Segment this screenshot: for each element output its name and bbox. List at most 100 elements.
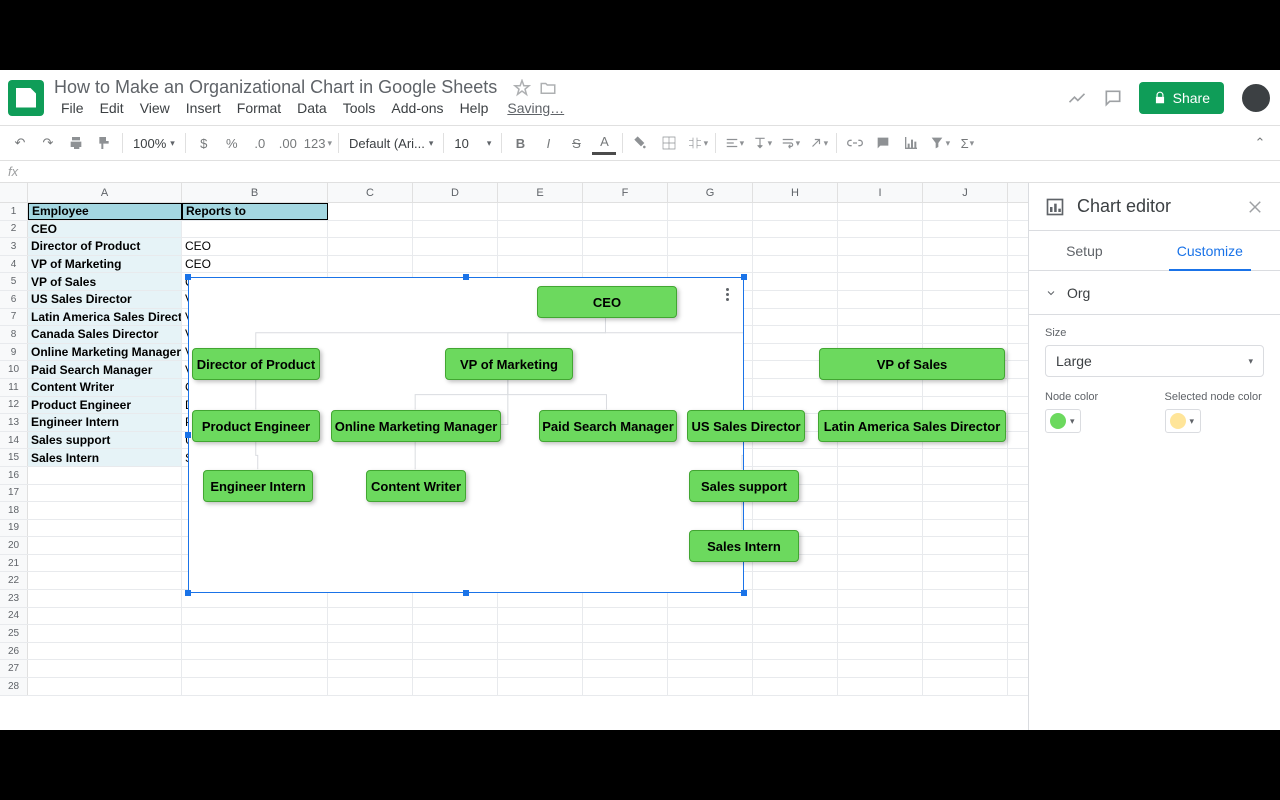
- cell[interactable]: [413, 608, 498, 625]
- cell[interactable]: [923, 537, 1008, 554]
- row-header[interactable]: 20: [0, 537, 28, 554]
- merge-button[interactable]: ▾: [685, 131, 709, 155]
- cell[interactable]: [753, 238, 838, 255]
- cell[interactable]: [923, 326, 1008, 343]
- undo-button[interactable]: ↶: [8, 131, 32, 155]
- org-node[interactable]: Sales support: [689, 470, 799, 502]
- cell[interactable]: [328, 660, 413, 677]
- row-header[interactable]: 11: [0, 379, 28, 396]
- row-header[interactable]: 17: [0, 485, 28, 502]
- cell[interactable]: [753, 660, 838, 677]
- cell[interactable]: VP of Sales: [28, 273, 182, 290]
- cell[interactable]: [328, 203, 413, 220]
- cell[interactable]: [413, 625, 498, 642]
- cell[interactable]: Latin America Sales Director: [28, 309, 182, 326]
- cell[interactable]: [838, 238, 923, 255]
- cell[interactable]: [28, 660, 182, 677]
- cell[interactable]: [328, 238, 413, 255]
- row-header[interactable]: 9: [0, 344, 28, 361]
- cell[interactable]: [28, 520, 182, 537]
- decrease-decimal-button[interactable]: .0: [248, 131, 272, 155]
- link-button[interactable]: [843, 131, 867, 155]
- cell[interactable]: [498, 203, 583, 220]
- cell[interactable]: [28, 590, 182, 607]
- org-node[interactable]: CEO: [537, 286, 677, 318]
- cell[interactable]: [923, 256, 1008, 273]
- cell[interactable]: [923, 608, 1008, 625]
- org-node[interactable]: Paid Search Manager: [539, 410, 677, 442]
- move-folder-icon[interactable]: [539, 79, 557, 97]
- cell[interactable]: [753, 608, 838, 625]
- cell[interactable]: [838, 291, 923, 308]
- size-select[interactable]: Large ▾: [1045, 345, 1264, 377]
- row-header[interactable]: 4: [0, 256, 28, 273]
- cell[interactable]: [838, 590, 923, 607]
- cell[interactable]: Engineer Intern: [28, 414, 182, 431]
- filter-button[interactable]: ▾: [927, 131, 951, 155]
- cell[interactable]: [583, 256, 668, 273]
- cell[interactable]: [838, 273, 923, 290]
- row-header[interactable]: 28: [0, 678, 28, 695]
- cell[interactable]: [753, 449, 838, 466]
- cell[interactable]: [838, 309, 923, 326]
- cell[interactable]: [753, 273, 838, 290]
- cell[interactable]: [838, 537, 923, 554]
- cell[interactable]: Director of Product: [28, 238, 182, 255]
- cell[interactable]: [413, 643, 498, 660]
- bold-button[interactable]: B: [508, 131, 532, 155]
- org-node[interactable]: Engineer Intern: [203, 470, 313, 502]
- row-header[interactable]: 27: [0, 660, 28, 677]
- row-header[interactable]: 8: [0, 326, 28, 343]
- row-header[interactable]: 1: [0, 203, 28, 220]
- cell[interactable]: [328, 678, 413, 695]
- cell[interactable]: Canada Sales Director: [28, 326, 182, 343]
- cell[interactable]: [838, 467, 923, 484]
- row-header[interactable]: 25: [0, 625, 28, 642]
- row-header[interactable]: 21: [0, 555, 28, 572]
- cell[interactable]: [413, 203, 498, 220]
- row-header[interactable]: 15: [0, 449, 28, 466]
- cell[interactable]: [923, 625, 1008, 642]
- menu-format[interactable]: Format: [230, 98, 288, 118]
- cell[interactable]: [753, 221, 838, 238]
- cell[interactable]: [413, 660, 498, 677]
- org-node[interactable]: US Sales Director: [687, 410, 805, 442]
- user-avatar[interactable]: [1240, 82, 1272, 114]
- row-header[interactable]: 12: [0, 397, 28, 414]
- cell[interactable]: [838, 256, 923, 273]
- row-header[interactable]: 7: [0, 309, 28, 326]
- cell[interactable]: [838, 625, 923, 642]
- org-node[interactable]: VP of Marketing: [445, 348, 573, 380]
- italic-button[interactable]: I: [536, 131, 560, 155]
- column-header[interactable]: B: [182, 183, 328, 202]
- cell[interactable]: [28, 502, 182, 519]
- cell[interactable]: [838, 678, 923, 695]
- cell[interactable]: [923, 572, 1008, 589]
- zoom-select[interactable]: 100%▾: [129, 136, 179, 151]
- cell[interactable]: [28, 678, 182, 695]
- column-header[interactable]: G: [668, 183, 753, 202]
- strikethrough-button[interactable]: S: [564, 131, 588, 155]
- cell[interactable]: [923, 203, 1008, 220]
- cell[interactable]: Product Engineer: [28, 397, 182, 414]
- cell[interactable]: Reports to: [182, 203, 328, 220]
- cell[interactable]: [838, 326, 923, 343]
- cell[interactable]: [28, 608, 182, 625]
- column-header[interactable]: E: [498, 183, 583, 202]
- cell[interactable]: [28, 572, 182, 589]
- menu-addons[interactable]: Add-ons: [384, 98, 450, 118]
- org-node[interactable]: Product Engineer: [192, 410, 320, 442]
- star-icon[interactable]: [513, 79, 531, 97]
- cell[interactable]: [328, 608, 413, 625]
- column-header[interactable]: J: [923, 183, 1008, 202]
- cell[interactable]: [182, 643, 328, 660]
- cell[interactable]: [838, 485, 923, 502]
- cell[interactable]: [923, 643, 1008, 660]
- cell[interactable]: CEO: [182, 256, 328, 273]
- increase-decimal-button[interactable]: .00: [276, 131, 300, 155]
- cell[interactable]: [838, 608, 923, 625]
- cell[interactable]: [753, 203, 838, 220]
- column-header[interactable]: A: [28, 183, 182, 202]
- cell[interactable]: [498, 238, 583, 255]
- cell[interactable]: [413, 238, 498, 255]
